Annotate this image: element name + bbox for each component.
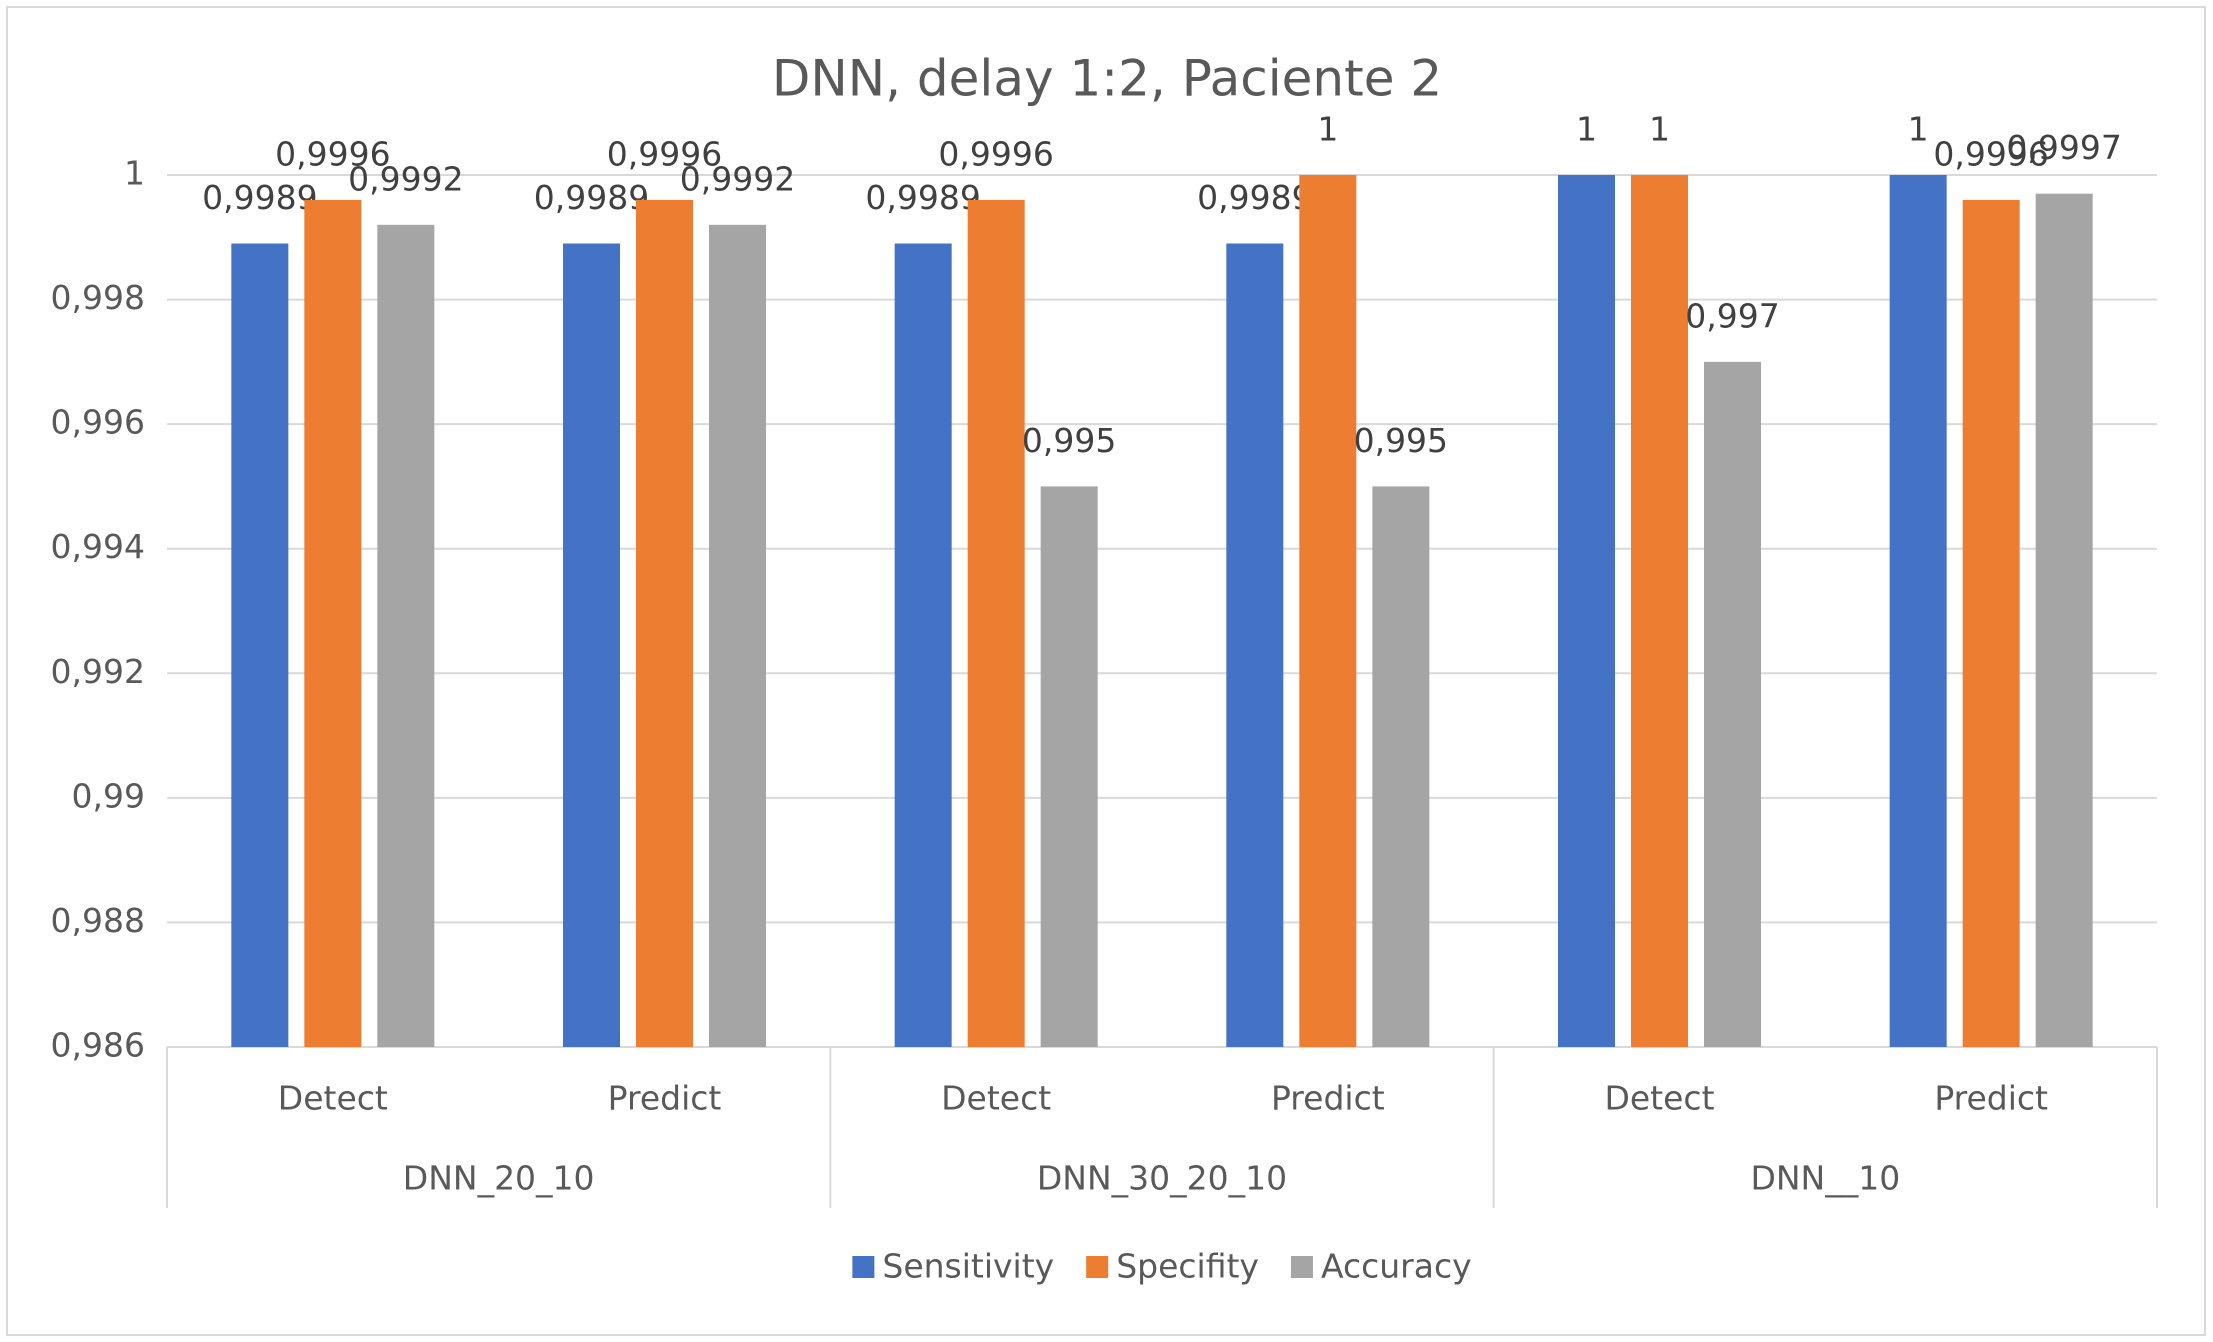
y-tick-label: 1 [124, 154, 145, 193]
y-tick-label: 0,99 [72, 776, 145, 815]
value-label: 1 [1576, 110, 1597, 149]
bar [1962, 199, 2020, 1047]
value-label: 1 [1649, 110, 1670, 149]
legend-label: Accuracy [1321, 1247, 1472, 1286]
value-label: 0,995 [1022, 421, 1116, 460]
value-label: 0,9996 [275, 134, 390, 173]
x-tick-label: Predict [608, 1079, 722, 1118]
y-tick-label: 0,992 [51, 652, 145, 691]
value-label: 0,9989 [1197, 178, 1312, 217]
value-label: 0,9996 [607, 134, 722, 173]
value-label: 0,9996 [1933, 134, 2048, 173]
legend-swatch [852, 1256, 875, 1278]
y-tick-label: 0,998 [51, 278, 145, 317]
bar [1889, 175, 1947, 1047]
x-tick-label: Detect [278, 1079, 388, 1118]
y-tick-label: 0,994 [51, 527, 145, 566]
bar [709, 224, 766, 1048]
bar [563, 243, 620, 1047]
bar [1299, 175, 1357, 1047]
bar [1631, 175, 1688, 1047]
value-label: 0,9996 [938, 134, 1053, 173]
x-tick-label: Predict [1271, 1079, 1385, 1118]
legend-swatch [1290, 1256, 1313, 1278]
bar [1704, 361, 1761, 1047]
y-tick-label: 0,996 [51, 403, 145, 442]
bar [2035, 193, 2093, 1047]
value-label: 0,9997 [2006, 128, 2121, 167]
chart-border [6, 6, 2206, 1336]
bar [231, 243, 289, 1047]
legend-label: Specifity [1116, 1247, 1259, 1286]
chart-title: DNN, delay 1:2, Paciente 2 [772, 50, 1442, 108]
value-label: 1 [1908, 110, 1929, 149]
value-label: 0,9989 [202, 178, 317, 217]
bar [1226, 243, 1284, 1047]
value-label: 0,997 [1685, 296, 1779, 335]
group-label: DNN__10 [1750, 1159, 1900, 1198]
value-label: 1 [1317, 110, 1338, 149]
bar [1372, 486, 1430, 1047]
x-tick-label: Predict [1934, 1079, 2048, 1118]
value-label: 0,9989 [534, 178, 649, 217]
x-tick-label: Detect [1604, 1079, 1714, 1118]
bar [1040, 486, 1098, 1047]
y-tick-label: 0,988 [51, 901, 145, 940]
legend-label: Sensitivity [882, 1247, 1054, 1286]
value-label: 0,9992 [348, 159, 463, 198]
bar [1558, 175, 1615, 1047]
value-label: 0,9989 [865, 178, 980, 217]
legend-swatch [1086, 1256, 1109, 1278]
bar [967, 199, 1025, 1047]
value-label: 0,9992 [680, 159, 795, 198]
value-label: 0,995 [1354, 421, 1448, 460]
x-tick-label: Detect [941, 1079, 1051, 1118]
y-tick-label: 0,986 [51, 1026, 145, 1065]
group-label: DNN_20_10 [403, 1159, 595, 1198]
bar [894, 243, 952, 1047]
group-label: DNN_30_20_10 [1037, 1159, 1287, 1198]
bar [636, 199, 693, 1047]
bar [304, 199, 362, 1047]
bar [377, 224, 435, 1048]
